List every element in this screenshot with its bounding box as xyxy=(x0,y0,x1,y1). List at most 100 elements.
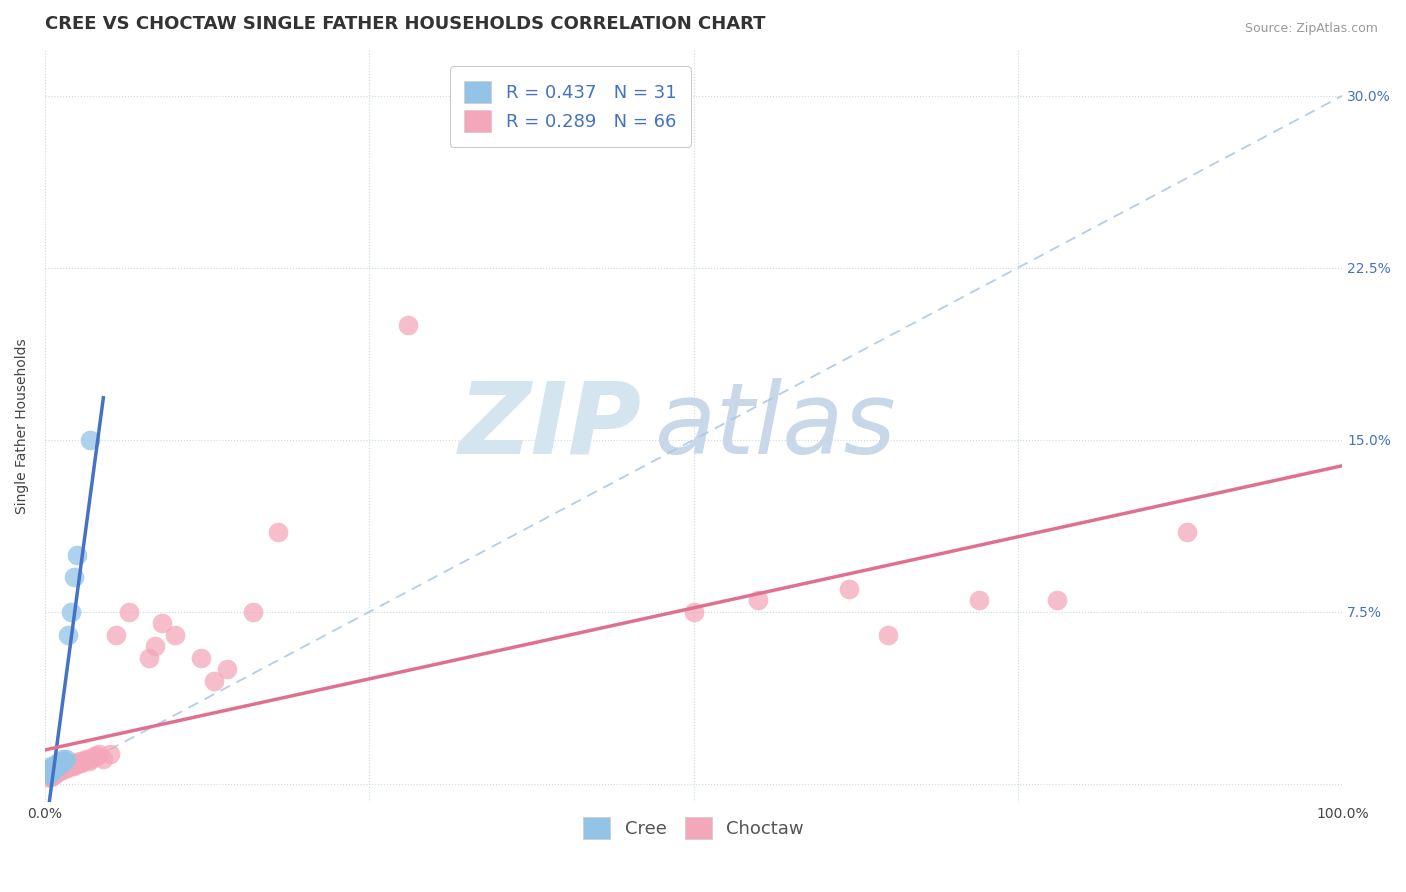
Point xyxy=(59,758,82,772)
Point xyxy=(242,605,264,619)
Point xyxy=(51,763,73,777)
Point xyxy=(98,747,121,761)
Point xyxy=(59,605,82,619)
Point xyxy=(89,747,111,761)
Point xyxy=(37,765,59,780)
Point xyxy=(63,756,86,771)
Y-axis label: Single Father Households: Single Father Households xyxy=(15,338,30,514)
Text: CREE VS CHOCTAW SINGLE FATHER HOUSEHOLDS CORRELATION CHART: CREE VS CHOCTAW SINGLE FATHER HOUSEHOLDS… xyxy=(45,15,765,33)
Point xyxy=(1175,524,1198,539)
Point xyxy=(838,582,860,596)
Point xyxy=(118,605,141,619)
Point xyxy=(38,768,60,782)
Point xyxy=(39,765,62,780)
Point xyxy=(215,662,238,676)
Point xyxy=(37,770,59,784)
Point xyxy=(49,754,72,768)
Point xyxy=(58,628,80,642)
Point xyxy=(42,768,65,782)
Point xyxy=(46,758,69,772)
Point xyxy=(150,616,173,631)
Point xyxy=(41,765,63,780)
Point xyxy=(46,763,69,777)
Point xyxy=(70,756,93,771)
Point xyxy=(52,752,75,766)
Point xyxy=(44,763,66,777)
Point xyxy=(51,761,73,775)
Point xyxy=(44,761,66,775)
Point xyxy=(52,761,75,775)
Point xyxy=(967,593,990,607)
Point xyxy=(42,761,65,775)
Point xyxy=(55,761,77,775)
Point xyxy=(67,756,90,771)
Point xyxy=(747,593,769,607)
Point xyxy=(79,433,101,447)
Point xyxy=(42,763,65,777)
Point xyxy=(53,761,76,775)
Point xyxy=(42,765,65,780)
Text: ZIP: ZIP xyxy=(458,377,641,475)
Point xyxy=(76,752,98,766)
Point xyxy=(39,761,62,775)
Point xyxy=(1046,593,1069,607)
Point xyxy=(49,763,72,777)
Point xyxy=(49,761,72,775)
Point xyxy=(62,570,84,584)
Point xyxy=(77,754,100,768)
Point xyxy=(48,761,70,775)
Point xyxy=(60,756,83,771)
Point xyxy=(202,673,225,688)
Point xyxy=(190,650,212,665)
Point xyxy=(45,758,67,772)
Point xyxy=(83,749,105,764)
Point xyxy=(42,758,65,772)
Point xyxy=(682,605,704,619)
Text: Source: ZipAtlas.com: Source: ZipAtlas.com xyxy=(1244,22,1378,36)
Point xyxy=(58,756,80,771)
Point xyxy=(877,628,900,642)
Point xyxy=(41,758,63,772)
Point xyxy=(56,761,79,775)
Point xyxy=(45,765,67,780)
Point xyxy=(44,758,66,772)
Point xyxy=(48,763,70,777)
Point xyxy=(46,756,69,771)
Point xyxy=(45,763,67,777)
Point xyxy=(41,763,63,777)
Point xyxy=(38,770,60,784)
Point xyxy=(55,752,77,766)
Point xyxy=(66,756,89,771)
Point xyxy=(42,765,65,780)
Point xyxy=(39,763,62,777)
Point xyxy=(66,548,89,562)
Point xyxy=(163,628,186,642)
Point xyxy=(56,758,79,772)
Point xyxy=(59,758,82,772)
Point xyxy=(396,318,419,332)
Point xyxy=(51,756,73,771)
Point xyxy=(138,650,160,665)
Point xyxy=(93,752,115,766)
Point xyxy=(55,758,77,772)
Point xyxy=(48,756,70,771)
Point xyxy=(45,756,67,771)
Point xyxy=(62,758,84,772)
Point xyxy=(39,768,62,782)
Legend: Cree, Choctaw: Cree, Choctaw xyxy=(576,809,811,846)
Point xyxy=(53,754,76,768)
Point xyxy=(69,754,91,768)
Point xyxy=(41,768,63,782)
Point xyxy=(53,758,76,772)
Point xyxy=(86,749,108,764)
Point xyxy=(41,770,63,784)
Point xyxy=(42,768,65,782)
Point xyxy=(41,761,63,775)
Point xyxy=(46,765,69,780)
Point xyxy=(73,754,96,768)
Point xyxy=(267,524,290,539)
Text: atlas: atlas xyxy=(655,377,896,475)
Point xyxy=(143,640,166,654)
Point xyxy=(44,765,66,780)
Point xyxy=(38,763,60,777)
